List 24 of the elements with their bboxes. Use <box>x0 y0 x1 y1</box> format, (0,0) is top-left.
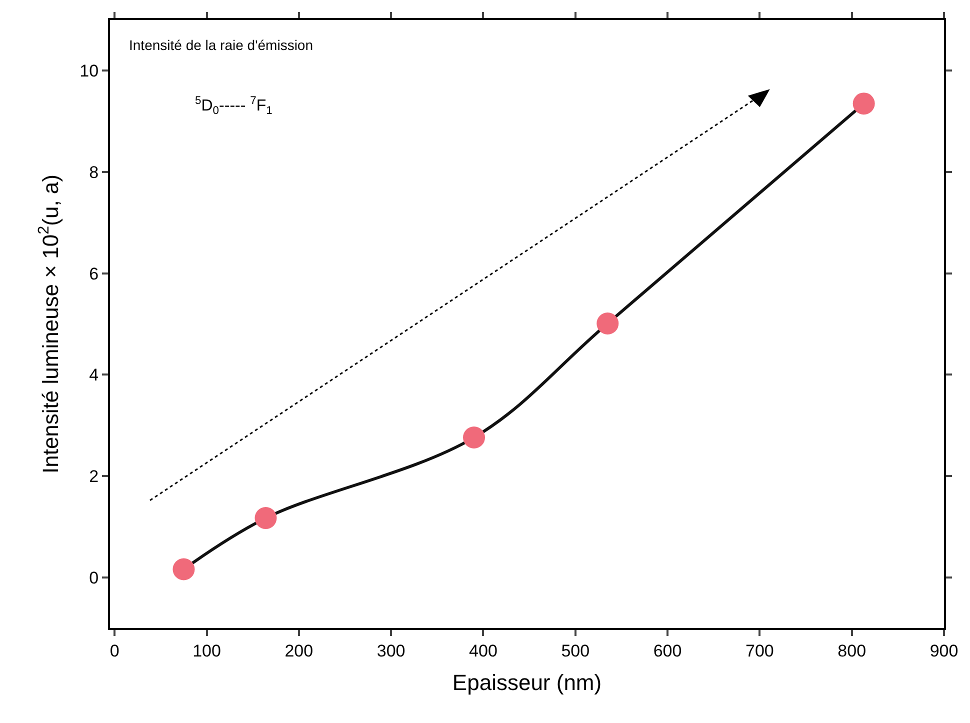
point <box>254 507 277 530</box>
x-tick-label: 800 <box>838 641 866 660</box>
x-tick-label: 500 <box>561 641 590 660</box>
y-tick-label: 4 <box>89 366 99 385</box>
x-tick-label: 200 <box>284 641 314 660</box>
point <box>852 92 875 115</box>
annotation: $^{5}$D$_{0}$----- $^{7}$F$_{1}$ <box>195 95 272 118</box>
y-tick-label: 8 <box>89 162 99 182</box>
x-tick-label: 900 <box>930 641 958 660</box>
x-tick-label: 700 <box>746 641 774 660</box>
x-tick-label: 400 <box>469 641 498 660</box>
x-axis-title: Epaisseur (nm) <box>452 670 602 695</box>
annotation: Intensité de la raie d'émission <box>129 37 313 53</box>
y-tick-label: 0 <box>89 568 99 588</box>
point <box>596 312 619 334</box>
y-tick-label: 2 <box>89 466 99 486</box>
point <box>172 558 195 580</box>
x-tick-label: 300 <box>376 641 406 660</box>
x-tick-label: 0 <box>110 641 120 660</box>
y-tick-label: 6 <box>89 264 99 284</box>
x-tick-label: 100 <box>192 641 221 660</box>
point <box>463 426 486 448</box>
y-tick-label: 10 <box>80 62 99 81</box>
x-tick-label: 600 <box>653 641 682 660</box>
